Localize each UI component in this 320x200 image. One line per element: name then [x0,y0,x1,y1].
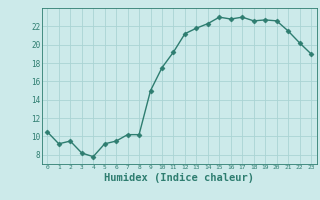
X-axis label: Humidex (Indice chaleur): Humidex (Indice chaleur) [104,173,254,183]
